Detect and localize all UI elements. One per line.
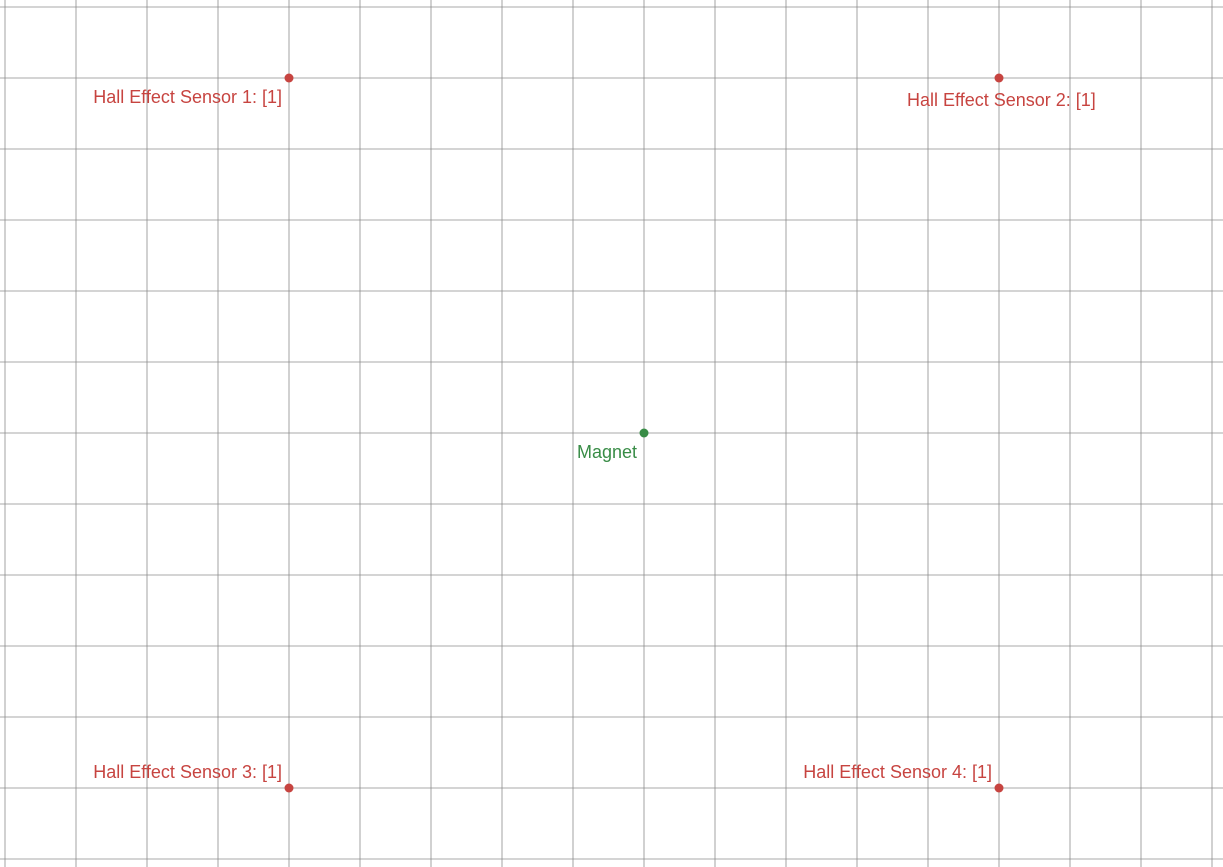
sensor-3-point[interactable]: Hall Effect Sensor 3: [1] <box>93 762 294 793</box>
sensor-1-dot[interactable] <box>284 73 294 83</box>
sensor-2-dot[interactable] <box>994 73 1004 83</box>
sensor-4-point[interactable]: Hall Effect Sensor 4: [1] <box>803 762 1004 793</box>
sensor-3-dot[interactable] <box>284 783 294 793</box>
sensor-2-point[interactable]: Hall Effect Sensor 2: [1] <box>907 73 1096 111</box>
sensor-4-dot[interactable] <box>994 783 1004 793</box>
sensor-1-point[interactable]: Hall Effect Sensor 1: [1] <box>93 73 294 108</box>
sensor-2-label: Hall Effect Sensor 2: [1] <box>907 90 1096 110</box>
sensor-4-label: Hall Effect Sensor 4: [1] <box>803 762 992 782</box>
sensor-3-label: Hall Effect Sensor 3: [1] <box>93 762 282 782</box>
magnet-label: Magnet <box>577 442 637 462</box>
magnet-point[interactable]: Magnet <box>577 428 649 463</box>
magnet-dot[interactable] <box>639 428 649 438</box>
sensor-1-label: Hall Effect Sensor 1: [1] <box>93 87 282 107</box>
